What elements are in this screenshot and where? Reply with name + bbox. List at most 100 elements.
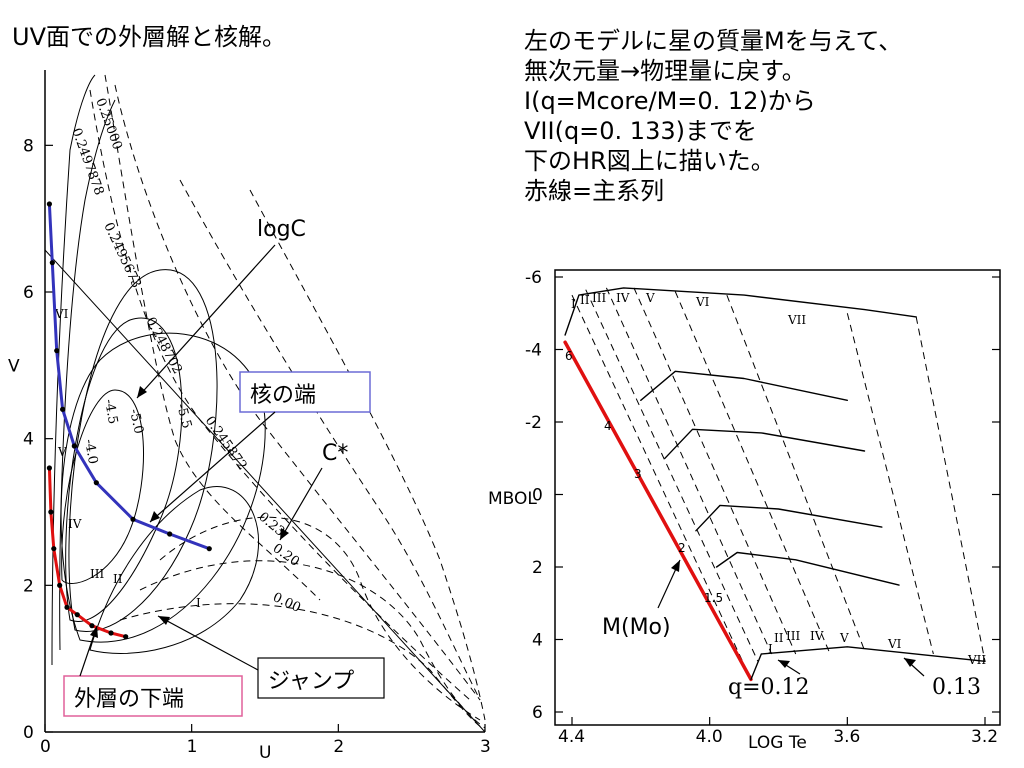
note-line-1: 左のモデルに星の質量Mを与えて、 [524,27,903,55]
uv-contour [59,99,116,651]
contour-label: 0.245872 [202,414,250,473]
envelope-solution-point [46,465,53,471]
hr-x-tick-label: 4.0 [696,727,723,747]
roman-label-top: VII [787,313,806,327]
uv-x-axis-title: U [259,743,271,763]
hr-dashed-q-line [585,289,759,662]
q-max-arrowhead [904,658,916,667]
uv-dashed-contour [179,179,481,701]
roman-label: V [57,445,67,459]
uv-y-tick-label: 4 [23,430,34,450]
note-line-6: 赤線=主系列 [524,177,665,205]
hr-dashed-q-line [674,291,831,655]
c-star-arrow [279,467,323,541]
uv-dashed-contour [119,603,486,731]
hr-y-tick-label: 4 [532,631,543,651]
hr-tick-group: 4.4 4.0 3.6 3.2 -6 -4 -2 0 2 4 6 [525,268,1000,747]
roman-label-top: VI [695,295,710,309]
envelope-solution-point [48,509,54,515]
contour-label: 0.2495673 [100,220,143,290]
hr-dashed-q-line [633,287,797,655]
uv-y-tick-label: 2 [23,576,34,596]
uv-dashed-contour [104,74,321,601]
uv-y-tick-label: 6 [23,283,34,303]
core-solution-point [46,201,53,207]
uv-x-tick-label: 0 [40,737,51,757]
note-line-4: VII(q=0. 133)までを [524,117,757,145]
core-solution-point [167,531,173,537]
uv-x-tick-label: 1 [187,737,198,757]
jump-label: ジャンプ [268,669,354,694]
jump-arrow [157,615,259,671]
contour-label: 0.20 [270,541,302,570]
hr-dashed-q-line [846,313,934,655]
uv-dashed-contour [114,84,481,701]
roman-label: I [196,596,201,610]
explanation-notes: 左のモデルに星の質量Mを与えて、 無次元量→物理量に戻す。 I(q=Mcore/… [524,26,902,206]
uv-dashed-contour [249,189,486,721]
hr-q-track-line [564,287,917,336]
hr-q-track-line [715,551,900,586]
roman-label-top: I [571,297,576,311]
envelope-bottom-box [63,675,243,717]
core-solution-point [49,260,55,266]
roman-label-bottom: VI [887,637,902,651]
hr-q-track-line [695,504,883,532]
jump-box [257,657,385,699]
hr-y-tick-label: -2 [525,413,542,433]
c-star-label: C* [322,441,348,466]
envelope-bottom-arrowhead [90,626,98,638]
uv-tick-group: 0 1 2 3 0 2 4 6 8 U V [8,136,491,763]
mass-unit-label: M(Mo) [602,615,671,640]
note-line-5: 下のHR図上に描いた。 [524,147,775,175]
main-sequence-line [563,340,753,682]
hr-diagram: 4.4 4.0 3.6 3.2 -6 -4 -2 0 2 4 6 MBOL LOG Te 6 4 3… [488,268,1001,753]
roman-label-bottom: V [839,631,849,645]
roman-label: VI [54,307,69,321]
q-min-arrowhead [778,660,790,668]
contour-label: -5.0 [126,408,146,436]
uv-contour [65,317,183,622]
envelope-solution-point [74,612,80,618]
hr-x-tick-label: 3.2 [971,727,998,747]
uv-series-group [46,201,212,640]
note-line-2: 無次元量→物理量に戻す。 [524,57,806,85]
hr-series-group [563,287,986,682]
mass-label: 2 [678,541,686,555]
envelope-solution-point [64,604,70,610]
contour-label: -5.5 [173,402,194,430]
core-edge-arrow [149,411,276,523]
core-edge-arrowhead [150,511,160,522]
hr-y-tick-label: 6 [532,703,543,723]
contour-label: 0.248702 [142,315,184,377]
hr-x-axis-title: LOG Te [748,733,807,753]
c-star-callout: C* [279,441,348,541]
roman-label: II [113,572,123,586]
roman-label: IV [68,517,82,531]
core-solution-point [54,348,60,354]
core-edge-callout: 核の端 [149,371,371,523]
core-edge-label: 核の端 [250,383,316,408]
hr-y-tick-label: -4 [525,341,542,361]
uv-dashed-contour [89,89,471,701]
uv-y-tick-label: 0 [23,723,34,743]
roman-label-bottom: III [786,629,800,643]
mass-unit-arrowhead [671,560,680,572]
hr-y-tick-label: 2 [532,558,543,578]
hr-x-tick-label: 3.6 [833,727,860,747]
roman-label-bottom: I [768,642,773,656]
hr-dashed-q-line [571,294,752,680]
uv-x-tick-label: 2 [333,737,344,757]
jump-arrowhead [158,616,170,625]
logc-arrow [136,244,276,399]
contour-label: 0.25000 [92,96,124,152]
envelope-solution-point [89,623,95,629]
envelope-solution-point [51,546,57,552]
logc-arrowhead [137,386,147,398]
uv-y-axis-title: V [8,356,20,376]
hr-y-tick-label: 0 [532,486,543,506]
mass-label: 1.5 [704,591,723,605]
contour-label: -4.5 [101,398,120,425]
core-solution-point [130,516,136,522]
hr-dashed-q-line [605,287,773,655]
